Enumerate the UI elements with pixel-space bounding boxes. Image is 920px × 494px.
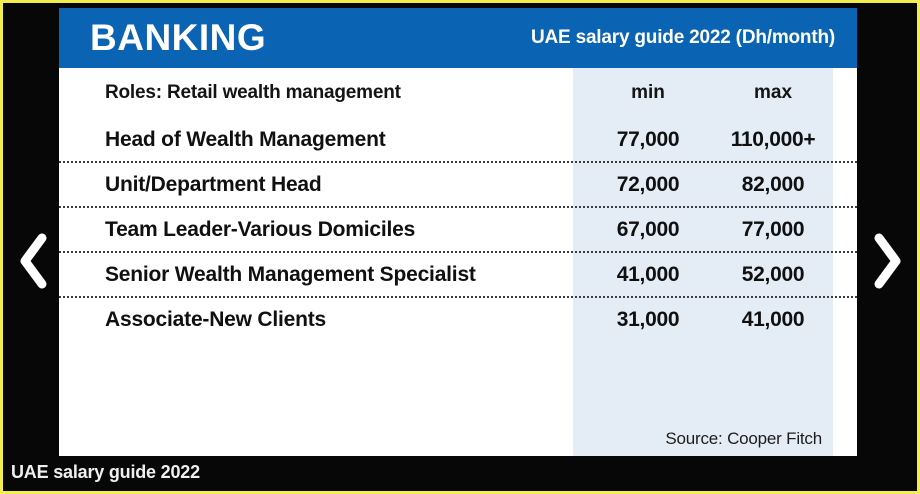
table-row: Unit/Department Head 72,000 82,000 [59,163,857,208]
table-row: Head of Wealth Management 77,000 110,000… [59,118,857,163]
role-cell: Team Leader-Various Domiciles [105,217,416,241]
table-rows: Head of Wealth Management 77,000 110,000… [59,118,857,341]
max-column-header: max [753,82,793,103]
salary-table: Roles: Retail wealth management min max … [59,68,857,456]
role-cell: Senior Wealth Management Specialist [105,262,476,286]
min-cell: 31,000 [616,307,680,331]
max-cell: 52,000 [741,262,805,286]
table-row: Team Leader-Various Domiciles 67,000 77,… [59,208,857,253]
image-caption: UAE salary guide 2022 [11,462,200,482]
min-cell: 72,000 [616,172,680,196]
min-cell: 41,000 [616,262,680,286]
min-column-header: min [631,82,665,103]
category-title: BANKING [90,17,267,58]
max-cell: 77,000 [741,217,805,241]
min-cell: 77,000 [616,127,680,151]
max-cell: 110,000+ [730,127,816,151]
salary-table-card: BANKING UAE salary guide 2022 (Dh/month)… [59,8,857,456]
source-credit: Source: Cooper Fitch [665,429,822,448]
max-cell: 41,000 [741,307,805,331]
card-header: BANKING UAE salary guide 2022 (Dh/month) [59,8,857,68]
minmax-column-shade [573,68,833,456]
chevron-right-icon [873,233,903,289]
max-cell: 82,000 [741,172,805,196]
role-cell: Associate-New Clients [105,307,327,331]
table-row: Associate-New Clients 31,000 41,000 [59,298,857,341]
image-viewer: BANKING UAE salary guide 2022 (Dh/month)… [3,3,917,491]
next-slide-button[interactable] [871,232,905,290]
roles-column-header: Roles: Retail wealth management [105,82,401,103]
role-cell: Head of Wealth Management [105,127,386,151]
card-subtitle: UAE salary guide 2022 (Dh/month) [530,27,835,48]
min-cell: 67,000 [616,217,680,241]
prev-slide-button[interactable] [16,232,50,290]
table-row: Senior Wealth Management Specialist 41,0… [59,253,857,298]
chevron-left-icon [18,233,48,289]
role-cell: Unit/Department Head [105,172,322,196]
table-header-row: Roles: Retail wealth management min max [59,68,857,118]
